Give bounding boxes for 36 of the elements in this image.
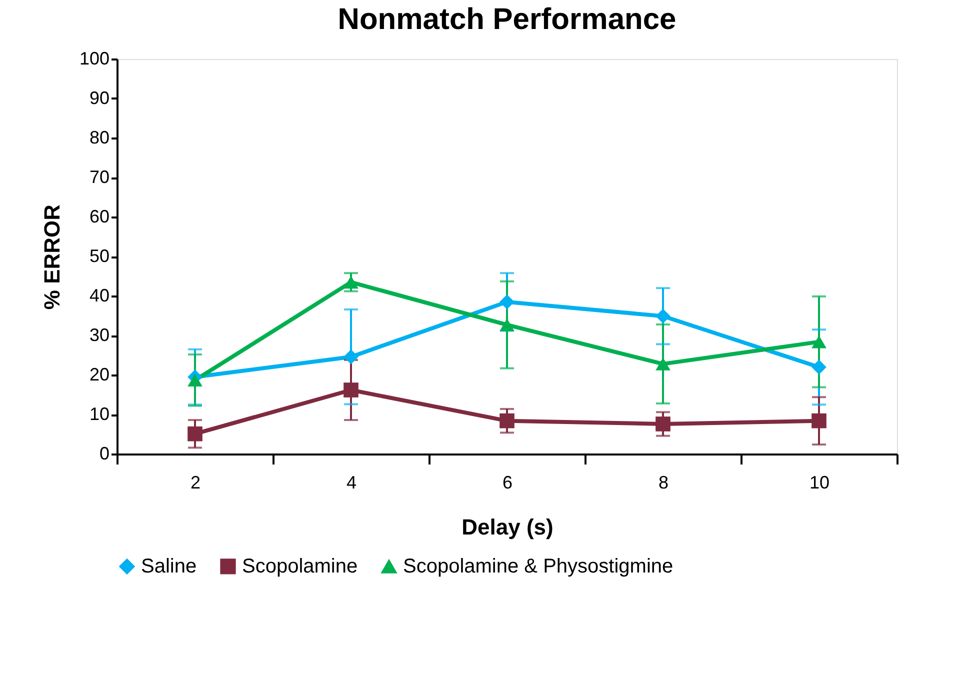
point <box>656 308 670 324</box>
y-tick-label: 60 <box>89 206 110 226</box>
point <box>500 294 514 310</box>
point <box>188 374 202 387</box>
y-tick-label: 80 <box>89 128 110 148</box>
x-tick-label: 8 <box>658 472 669 492</box>
chart-title: Nonmatch Performance <box>338 3 676 36</box>
y-tick-label: 90 <box>89 88 110 108</box>
y-tick-label: 40 <box>89 286 110 306</box>
point <box>344 276 358 289</box>
y-tick-label: 20 <box>89 364 110 384</box>
point <box>812 413 826 428</box>
point <box>500 413 514 428</box>
point <box>344 349 358 364</box>
point <box>344 382 358 398</box>
point <box>656 358 670 370</box>
x-tick-label: 2 <box>190 472 201 492</box>
point <box>188 426 202 442</box>
y-axis-title: % ERROR <box>39 204 64 310</box>
point <box>656 416 670 432</box>
x-tick-label: 6 <box>502 472 513 492</box>
y-tick-label: 50 <box>89 246 110 266</box>
y-tick-label: 100 <box>79 48 110 68</box>
x-tick-label: 4 <box>346 472 357 492</box>
point <box>812 360 826 375</box>
y-tick-label: 30 <box>89 325 110 345</box>
point <box>812 335 826 348</box>
y-tick-label: 0 <box>99 444 110 464</box>
legend-label: Scopolamine <box>242 555 358 578</box>
x-tick-label: 10 <box>809 472 830 492</box>
legend-label: Scopolamine & Physostigmine <box>403 556 674 578</box>
point <box>500 318 514 332</box>
y-tick-label: 70 <box>89 167 110 187</box>
x-axis-title: Delay (s) <box>462 514 554 540</box>
legend-label: Saline <box>141 555 197 578</box>
y-tick-label: 10 <box>89 404 110 424</box>
